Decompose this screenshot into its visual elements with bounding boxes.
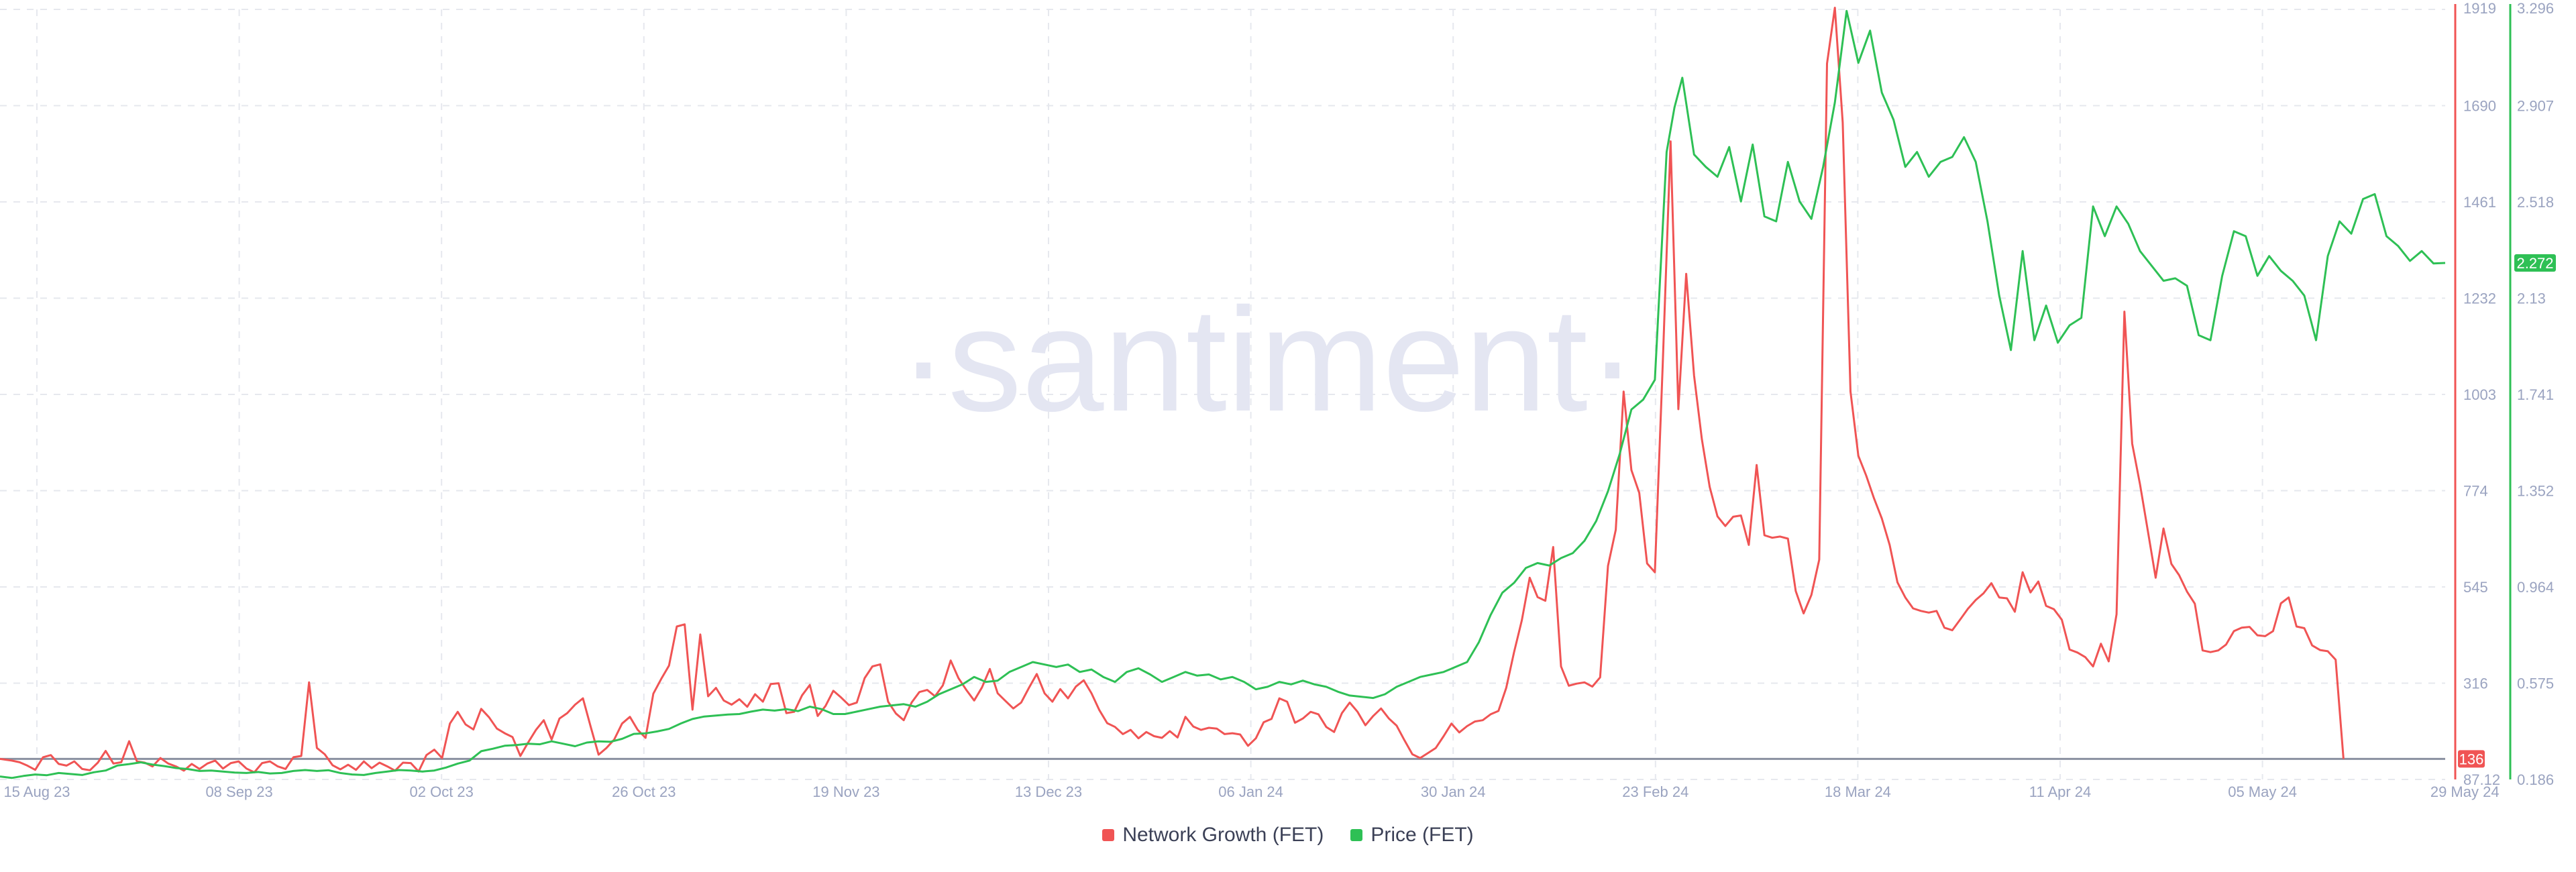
series-layer [0,7,2446,779]
x-tick-label: 15 Aug 23 [3,783,70,800]
x-tick-label: 19 Nov 23 [812,783,879,800]
right-y-axis-ticks: 3.296 2.907 2.518 2.13 1.741 1.352 0.964 0.575 0… [2517,0,2554,788]
legend-label-network-growth: Network Growth (FET) [1122,824,1324,846]
x-axis-ticks: 15 Aug 23 08 Sep 23 02 Oct 23 26 Oct 23 19 N… [3,783,2499,800]
left-y-tick-label: 774 [2463,483,2488,500]
right-y-tick-label: 2.518 [2517,194,2554,211]
network-growth-swatch [1102,829,1115,841]
price-last-value-badge [2514,254,2556,272]
left-y-tick-label: 87.12 [2463,771,2500,788]
price-swatch [1350,829,1363,841]
right-y-tick-label: 2.907 [2517,98,2554,115]
grid [0,9,2445,780]
right-y-tick-label: 0.186 [2517,771,2554,788]
network-growth-last-value: 136 [2459,751,2484,767]
x-tick-label: 06 Jan 24 [1218,783,1283,800]
right-y-tick-label: 2.13 [2517,290,2546,307]
x-tick-label: 18 Mar 24 [1825,783,1891,800]
left-y-tick-label: 316 [2463,675,2488,692]
legend-item-network-growth[interactable]: Network Growth (FET) [1102,824,1324,847]
right-y-tick-label: 0.575 [2517,675,2554,692]
legend-label-price: Price (FET) [1371,824,1474,846]
legend-item-price[interactable]: Price (FET) [1350,824,1474,847]
x-tick-label: 26 Oct 23 [612,783,676,800]
value-badges: 136 2.272 [2458,254,2556,768]
left-y-tick-label: 1690 [2463,98,2496,115]
left-y-axis-ticks: 1919 1690 1461 1232 1003 774 545 316 87.12 [2463,0,2500,788]
x-tick-label: 13 Dec 23 [1015,783,1082,800]
x-tick-label: 23 Feb 24 [1622,783,1688,800]
left-y-tick-label: 1003 [2463,386,2496,403]
x-tick-label: 29 May 24 [2430,783,2500,800]
x-tick-label: 11 Apr 24 [2029,783,2092,800]
left-y-tick-label: 1232 [2463,290,2496,307]
right-y-tick-label: 1.741 [2517,386,2554,403]
right-y-tick-label: 0.964 [2517,579,2554,596]
network-growth-last-value-badge [2458,750,2485,768]
watermark: ·santiment· [899,277,1637,442]
right-y-tick-label: 3.296 [2517,0,2554,17]
x-tick-label: 05 May 24 [2228,783,2297,800]
axes [2454,4,2512,779]
legend: Network Growth (FET) Price (FET) [0,824,2576,847]
left-y-tick-label: 1919 [2463,0,2496,17]
x-tick-label: 30 Jan 24 [1421,783,1486,800]
x-tick-label: 02 Oct 23 [410,783,474,800]
price-line [0,9,2446,779]
left-y-tick-label: 1461 [2463,194,2496,211]
x-tick-label: 08 Sep 23 [205,783,272,800]
right-y-tick-label: 1.352 [2517,483,2554,500]
left-y-tick-label: 545 [2463,579,2488,596]
price-last-value: 2.272 [2516,255,2553,272]
